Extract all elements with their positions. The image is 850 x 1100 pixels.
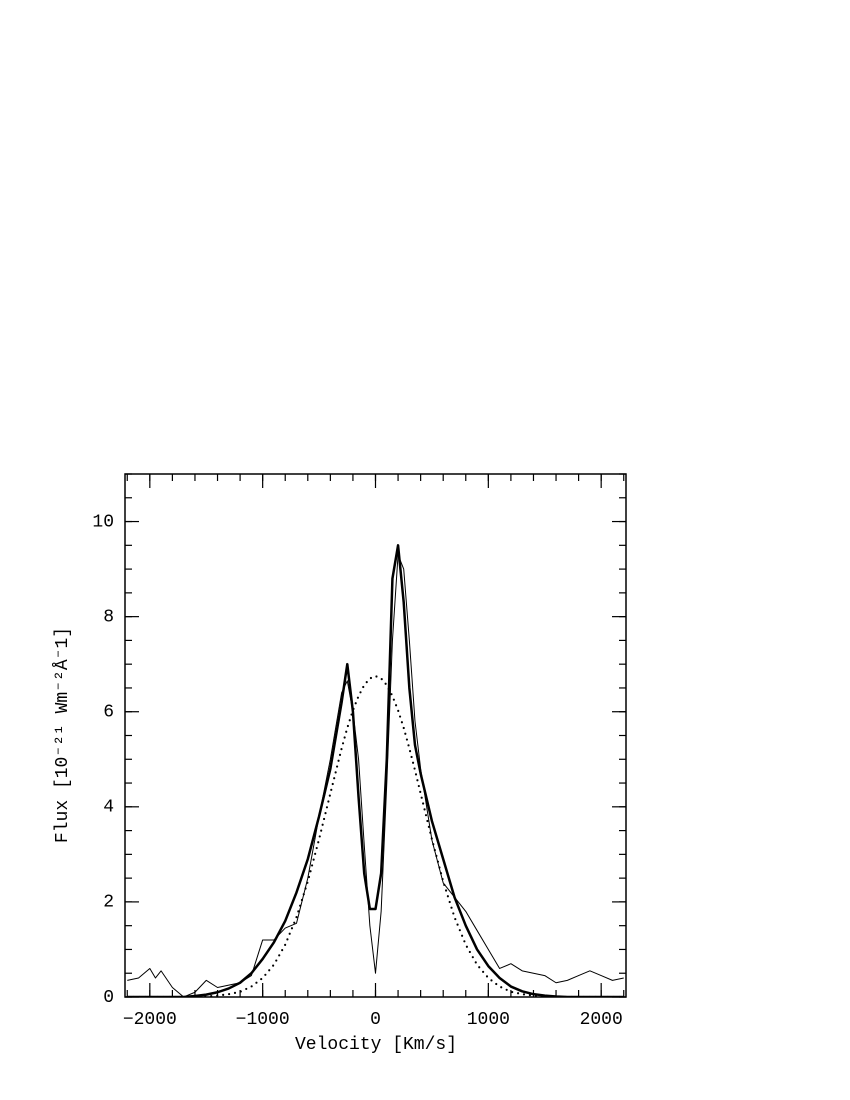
data-line [127,554,624,997]
y-tick-label: 0 [103,988,114,1008]
plot-frame [124,473,627,998]
x-axis-label: Velocity [Km/s] [295,1035,457,1055]
x-tick-label: 2000 [580,1010,623,1030]
x-tick-label: 1000 [467,1010,510,1030]
plot-area [126,544,625,997]
y-tick-label: 4 [103,798,114,818]
y-tick-label: 10 [92,512,114,532]
x-tick-label: 0 [370,1010,381,1030]
y-axis-label: Flux [10⁻²¹ Wm⁻²Å⁻1] [52,627,73,843]
x-tick-label: −1000 [236,1010,290,1030]
data-line [126,674,625,997]
x-tick-label: −2000 [123,1010,177,1030]
y-tick-label: 6 [103,702,114,722]
y-tick-label: 8 [103,607,114,627]
y-tick-label: 2 [103,893,114,913]
data-line [127,544,624,997]
